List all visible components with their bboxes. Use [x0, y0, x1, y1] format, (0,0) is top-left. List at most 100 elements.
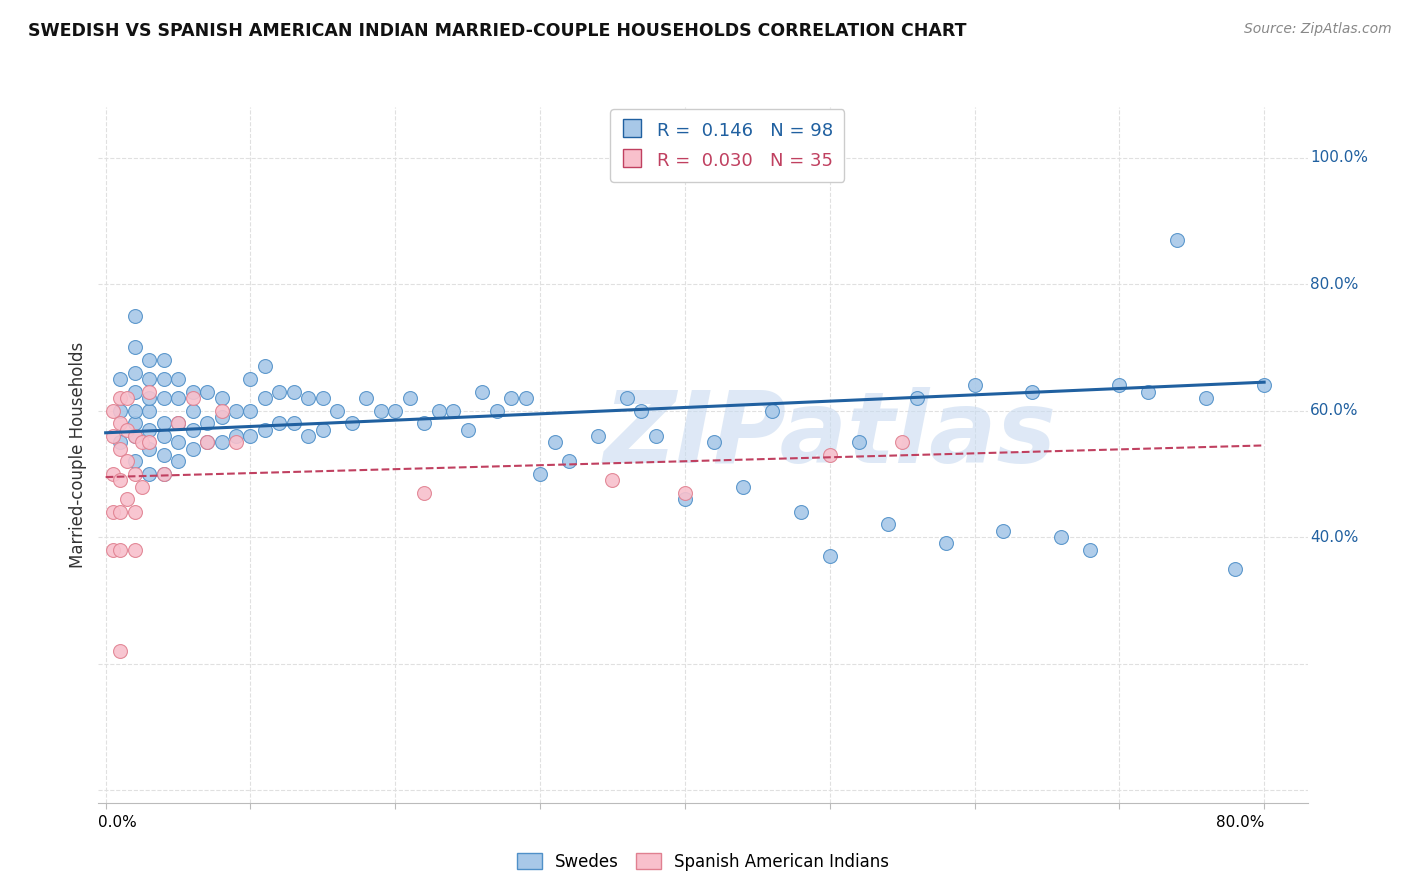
Point — [297, 429, 319, 443]
Point — [963, 378, 986, 392]
Point — [790, 505, 813, 519]
Point — [211, 391, 233, 405]
Point — [108, 542, 131, 557]
Point — [818, 448, 841, 462]
Point — [101, 429, 124, 443]
Point — [1253, 378, 1275, 392]
Point — [138, 403, 160, 417]
Point — [312, 391, 335, 405]
Point — [269, 417, 291, 431]
Point — [993, 524, 1015, 538]
Point — [616, 391, 638, 405]
Text: ZIPatlas: ZIPatlas — [603, 387, 1056, 484]
Point — [441, 403, 464, 417]
Point — [108, 417, 131, 431]
Text: 80.0%: 80.0% — [1216, 815, 1264, 830]
Point — [124, 542, 146, 557]
Point — [630, 403, 652, 417]
Point — [297, 391, 319, 405]
Point — [211, 403, 233, 417]
Point — [1195, 391, 1218, 405]
Point — [529, 467, 551, 481]
Point — [124, 429, 146, 443]
Point — [152, 467, 174, 481]
Point — [905, 391, 928, 405]
Point — [413, 486, 436, 500]
Point — [602, 473, 624, 487]
Point — [225, 429, 247, 443]
Point — [181, 423, 204, 437]
Point — [427, 403, 450, 417]
Point — [124, 505, 146, 519]
Point — [108, 442, 131, 456]
Point — [211, 435, 233, 450]
Point — [124, 309, 146, 323]
Point — [131, 435, 153, 450]
Point — [1166, 233, 1188, 247]
Point — [167, 417, 190, 431]
Text: Source: ZipAtlas.com: Source: ZipAtlas.com — [1244, 22, 1392, 37]
Point — [167, 391, 190, 405]
Point — [124, 454, 146, 468]
Point — [152, 417, 174, 431]
Point — [471, 384, 494, 399]
Point — [340, 417, 363, 431]
Point — [117, 391, 139, 405]
Text: SWEDISH VS SPANISH AMERICAN INDIAN MARRIED-COUPLE HOUSEHOLDS CORRELATION CHART: SWEDISH VS SPANISH AMERICAN INDIAN MARRI… — [28, 22, 966, 40]
Text: 0.0%: 0.0% — [98, 815, 138, 830]
Point — [312, 423, 335, 437]
Point — [108, 435, 131, 450]
Point — [138, 353, 160, 368]
Point — [225, 435, 247, 450]
Point — [225, 403, 247, 417]
Point — [384, 403, 406, 417]
Point — [124, 429, 146, 443]
Point — [101, 403, 124, 417]
Point — [101, 467, 124, 481]
Point — [195, 435, 218, 450]
Point — [558, 454, 581, 468]
Point — [543, 435, 565, 450]
Legend: R =  0.146   N = 98, R =  0.030   N = 35: R = 0.146 N = 98, R = 0.030 N = 35 — [610, 109, 844, 181]
Point — [1108, 378, 1130, 392]
Point — [138, 391, 160, 405]
Legend: Swedes, Spanish American Indians: Swedes, Spanish American Indians — [509, 845, 897, 880]
Point — [195, 417, 218, 431]
Point — [1050, 530, 1073, 544]
Point — [485, 403, 508, 417]
Point — [356, 391, 378, 405]
Point — [167, 435, 190, 450]
Point — [117, 454, 139, 468]
Point — [152, 429, 174, 443]
Point — [138, 384, 160, 399]
Point — [253, 359, 276, 374]
Point — [1137, 384, 1160, 399]
Point — [124, 384, 146, 399]
Point — [108, 473, 131, 487]
Point — [108, 505, 131, 519]
Point — [101, 542, 124, 557]
Point — [152, 353, 174, 368]
Point — [891, 435, 914, 450]
Point — [326, 403, 349, 417]
Point — [152, 448, 174, 462]
Point — [239, 372, 262, 386]
Point — [457, 423, 479, 437]
Y-axis label: Married-couple Households: Married-couple Households — [69, 342, 87, 568]
Point — [195, 384, 218, 399]
Point — [731, 479, 754, 493]
Point — [138, 442, 160, 456]
Point — [138, 435, 160, 450]
Point — [138, 467, 160, 481]
Point — [138, 423, 160, 437]
Point — [283, 417, 305, 431]
Point — [673, 492, 696, 507]
Point — [283, 384, 305, 399]
Point — [152, 372, 174, 386]
Point — [124, 467, 146, 481]
Point — [181, 442, 204, 456]
Point — [108, 403, 131, 417]
Text: 100.0%: 100.0% — [1310, 150, 1368, 165]
Point — [181, 391, 204, 405]
Point — [703, 435, 725, 450]
